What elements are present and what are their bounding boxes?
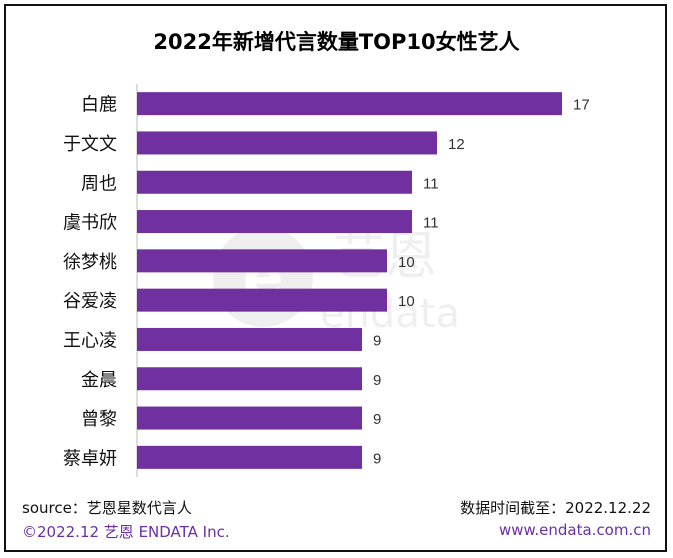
chart-title: 2022年新增代言数量TOP10女性艺人 (153, 30, 520, 54)
value-label: 11 (423, 215, 439, 232)
value-label: 11 (423, 175, 439, 192)
category-label: 谷爱凌 (63, 291, 117, 312)
copyright-text: ©2022.12 艺恩 ENDATA Inc. (22, 523, 230, 541)
bar (137, 327, 362, 351)
data-cutoff-text: 数据时间截至：2022.12.22 (460, 499, 651, 517)
value-label: 12 (448, 136, 465, 153)
bar (137, 367, 362, 391)
bar (137, 170, 412, 194)
bar (137, 406, 362, 430)
value-label: 17 (573, 97, 590, 114)
category-label: 虞书欣 (63, 213, 117, 234)
category-label: 曾黎 (81, 409, 117, 430)
bar (137, 131, 437, 155)
value-label: 10 (398, 254, 415, 271)
bar (137, 445, 362, 469)
value-label: 9 (373, 450, 381, 467)
value-label: 10 (398, 293, 415, 310)
bar (137, 288, 387, 312)
bar (137, 92, 562, 116)
category-label: 周也 (81, 173, 117, 194)
bar (137, 210, 412, 234)
website-link[interactable]: www.endata.com.cn (498, 521, 651, 539)
bar (137, 249, 387, 273)
category-label: 王心凌 (63, 330, 117, 351)
value-label: 9 (373, 411, 381, 428)
category-label: 蔡卓妍 (63, 448, 117, 469)
category-label: 于文文 (63, 134, 117, 155)
category-label: 白鹿 (81, 95, 117, 116)
category-label: 金晨 (81, 370, 117, 391)
category-label: 徐梦桃 (63, 252, 117, 273)
source-text: source：艺恩星数代言人 (22, 499, 192, 517)
value-label: 9 (373, 372, 381, 389)
value-label: 9 (373, 332, 381, 349)
